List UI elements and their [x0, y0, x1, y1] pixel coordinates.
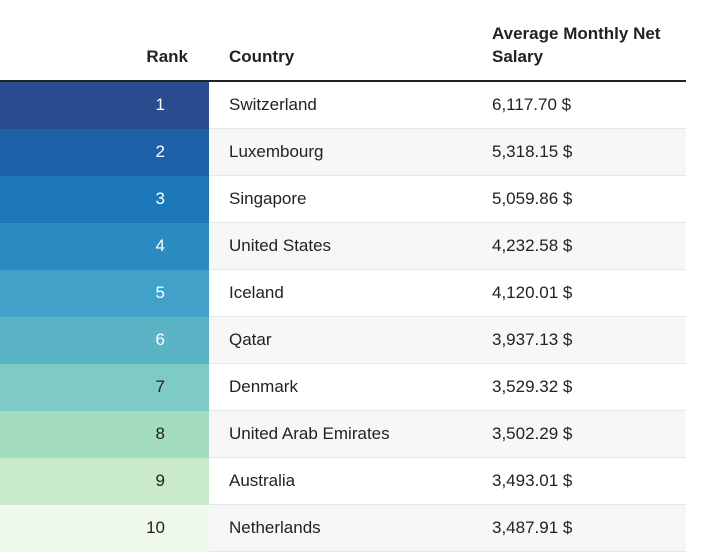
- table-body: 1 Switzerland 6,117.70 $ 2 Luxembourg 5,318.1…: [0, 82, 686, 552]
- country-cell: Iceland: [229, 283, 284, 302]
- rank-cell: 4: [0, 223, 209, 270]
- rank-cell: 10: [0, 505, 209, 552]
- salary-cell: 3,529.32 $: [492, 377, 573, 396]
- table-row: 9 Australia 3,493.01 $: [0, 458, 686, 505]
- table-row: 7 Denmark 3,529.32 $: [0, 364, 686, 411]
- rank-cell: 7: [0, 364, 209, 411]
- table-row: 4 United States 4,232.58 $: [0, 223, 686, 270]
- salary-cell: 3,487.91 $: [492, 518, 573, 537]
- country-cell: Singapore: [229, 189, 307, 208]
- rank-cell: 5: [0, 270, 209, 317]
- rank-cell: 3: [0, 176, 209, 223]
- salary-ranking-table: Rank Country Average Monthly Net Salary …: [0, 0, 686, 552]
- country-cell: Netherlands: [229, 518, 321, 537]
- header-country: Country: [229, 47, 295, 66]
- country-cell: Denmark: [229, 377, 298, 396]
- salary-cell: 3,937.13 $: [492, 330, 573, 349]
- salary-cell: 5,059.86 $: [492, 189, 573, 208]
- table-row: 8 United Arab Emirates 3,502.29 $: [0, 411, 686, 458]
- table-row: 3 Singapore 5,059.86 $: [0, 176, 686, 223]
- rank-cell: 6: [0, 317, 209, 364]
- rank-cell: 1: [0, 82, 209, 129]
- table-row: 6 Qatar 3,937.13 $: [0, 317, 686, 364]
- header-salary: Average Monthly Net Salary: [492, 24, 661, 66]
- salary-cell: 4,232.58 $: [492, 236, 573, 255]
- country-cell: Switzerland: [229, 95, 317, 114]
- country-cell: Australia: [229, 471, 296, 490]
- table-row: 5 Iceland 4,120.01 $: [0, 270, 686, 317]
- country-cell: Luxembourg: [229, 142, 324, 161]
- salary-cell: 4,120.01 $: [492, 283, 573, 302]
- rank-cell: 8: [0, 411, 209, 458]
- table-row: 1 Switzerland 6,117.70 $: [0, 82, 686, 129]
- table-header: Rank Country Average Monthly Net Salary: [0, 0, 686, 82]
- table-row: 10 Netherlands 3,487.91 $: [0, 505, 686, 552]
- country-cell: United States: [229, 236, 332, 255]
- header-rank: Rank: [146, 47, 188, 66]
- country-cell: United Arab Emirates: [229, 424, 390, 443]
- salary-cell: 6,117.70 $: [492, 95, 572, 114]
- table-row: 2 Luxembourg 5,318.15 $: [0, 129, 686, 176]
- salary-cell: 3,502.29 $: [492, 424, 573, 443]
- rank-cell: 2: [0, 129, 209, 176]
- country-cell: Qatar: [229, 330, 272, 349]
- salary-cell: 5,318.15 $: [492, 142, 573, 161]
- rank-cell: 9: [0, 458, 209, 505]
- salary-cell: 3,493.01 $: [492, 471, 573, 490]
